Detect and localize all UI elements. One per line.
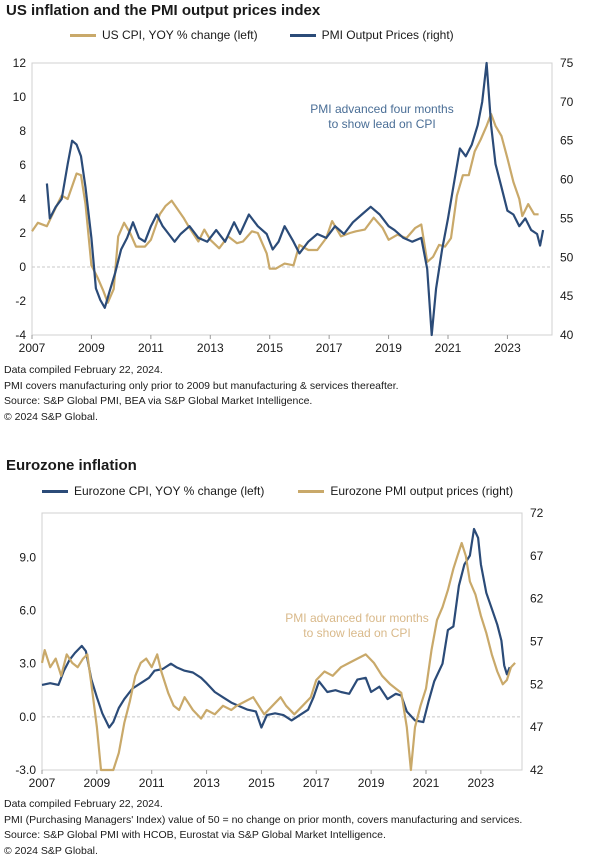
us-right-tick-label: 40 [560,328,574,342]
ez-left-tick-label: 6.0 [19,603,36,617]
ez-x-tick-label: 2007 [29,776,56,790]
us-x-tick-label: 2007 [19,341,46,355]
ez-note-pmi-definition: PMI (Purchasing Managers' Index) value o… [4,813,523,826]
ez-x-tick-label: 2017 [303,776,330,790]
us-inflation-chart: 12 10 8 6 4 2 0 -2 -4 75 70 65 60 55 50 45 40 2007 2009 201… [13,56,574,355]
ez-pmi-legend-label: Eurozone PMI output prices (right) [330,484,514,498]
ez-x-tick-label: 2011 [139,776,165,790]
ez-x-tick-label: 2015 [248,776,275,790]
ez-right-tick-label: 72 [530,506,544,520]
us-series-pmi-line [45,61,545,337]
ez-note-source: Source: S&P Global PMI with HCOB, Eurost… [4,829,386,841]
us-pmi-legend-swatch [289,33,316,37]
us-right-tick-label: 75 [560,56,574,70]
us-chart-title: US inflation and the PMI output prices i… [6,2,321,19]
us-right-tick-label: 50 [560,250,574,264]
us-left-tick-label: 0 [19,260,26,274]
ez-annotation-line: PMI advanced four months [285,611,428,625]
ez-right-tick-label: 42 [530,763,544,777]
us-x-tick-label: 2021 [435,341,462,355]
ez-x-tick-label: 2021 [413,776,440,790]
us-x-tick-label: 2011 [138,341,164,355]
ez-cpi-legend-label: Eurozone CPI, YOY % change (left) [74,484,265,498]
us-right-tick-label: 55 [560,211,574,225]
us-note-source: Source: S&P Global PMI, BEA via S&P Glob… [4,395,313,407]
ez-left-tick-label: 0.0 [19,710,36,724]
ez-note-date: Data compiled February 22, 2024. [4,798,163,810]
ez-x-tick-label: 2023 [468,776,495,790]
ez-right-tick-label: 67 [530,549,544,563]
us-x-tick-label: 2019 [375,341,402,355]
ez-series-cpi-line [41,527,511,729]
ez-plot-frame [41,512,523,771]
ez-left-tick-label: 9.0 [19,550,36,564]
us-left-tick-label: -2 [15,294,26,308]
us-left-tick-label: 2 [19,226,26,240]
ez-x-tick-label: 2009 [84,776,111,790]
ez-left-tick-label: 3.0 [19,657,36,671]
us-left-tick-label: 10 [13,90,27,104]
ez-x-tick-label: 2013 [193,776,220,790]
ez-right-tick-label: 47 [530,720,544,734]
us-x-tick-label: 2023 [494,341,521,355]
us-legend: US CPI, YOY % change (left) PMI Output P… [70,28,454,42]
us-right-tick-label: 70 [560,95,574,109]
us-note-coverage: PMI covers manufacturing only prior to 2… [4,379,399,392]
us-plot-frame [31,62,553,336]
us-annotation-line: to show lead on CPI [328,117,435,131]
ez-note-copyright: © 2024 S&P Global. [4,844,98,857]
ez-legend: Eurozone CPI, YOY % change (left) Eurozo… [42,484,513,498]
us-right-tick-label: 45 [560,289,574,303]
us-left-tick-label: 6 [19,158,26,172]
ez-annotation-line: to show lead on CPI [303,626,410,640]
us-x-tick-label: 2017 [316,341,343,355]
ez-chart-title: Eurozone inflation [6,457,137,474]
us-annotation-line: PMI advanced four months [310,102,453,116]
ez-x-tick-label: 2019 [358,776,385,790]
us-x-tick-label: 2009 [78,341,105,355]
us-right-tick-label: 60 [560,173,574,187]
us-cpi-legend-label: US CPI, YOY % change (left) [102,28,258,42]
ez-cpi-legend-swatch [42,489,68,493]
ez-chart-notes: Data compiled February 22, 2024. PMI (Pu… [4,797,522,859]
ez-pmi-legend-swatch [298,489,325,493]
ez-right-tick-label: 52 [530,677,544,691]
us-note-copyright: © 2024 S&P Global. [4,410,98,423]
us-x-tick-label: 2015 [256,341,283,355]
ez-right-tick-label: 57 [530,635,544,649]
us-note-date: Data compiled February 22, 2024. [4,364,163,376]
us-chart-notes: Data compiled February 22, 2024. PMI cov… [4,363,399,425]
ez-series-pmi-line [40,541,516,772]
us-cpi-legend-swatch [70,33,96,37]
us-x-tick-label: 2013 [197,341,224,355]
ez-left-tick-label: -3.0 [15,763,36,777]
us-left-tick-label: 8 [19,124,26,138]
eurozone-inflation-chart: 9.0 6.0 3.0 0.0 -3.0 72 67 62 57 52 47 42 2007 2009 20… [15,506,544,790]
us-series-cpi-line [31,112,539,304]
us-pmi-legend-label: PMI Output Prices (right) [321,28,454,42]
us-left-tick-label: -4 [15,328,26,342]
us-left-tick-label: 12 [13,56,27,70]
ez-right-tick-label: 62 [530,592,544,606]
us-right-tick-label: 65 [560,134,574,148]
us-left-tick-label: 4 [19,192,26,206]
